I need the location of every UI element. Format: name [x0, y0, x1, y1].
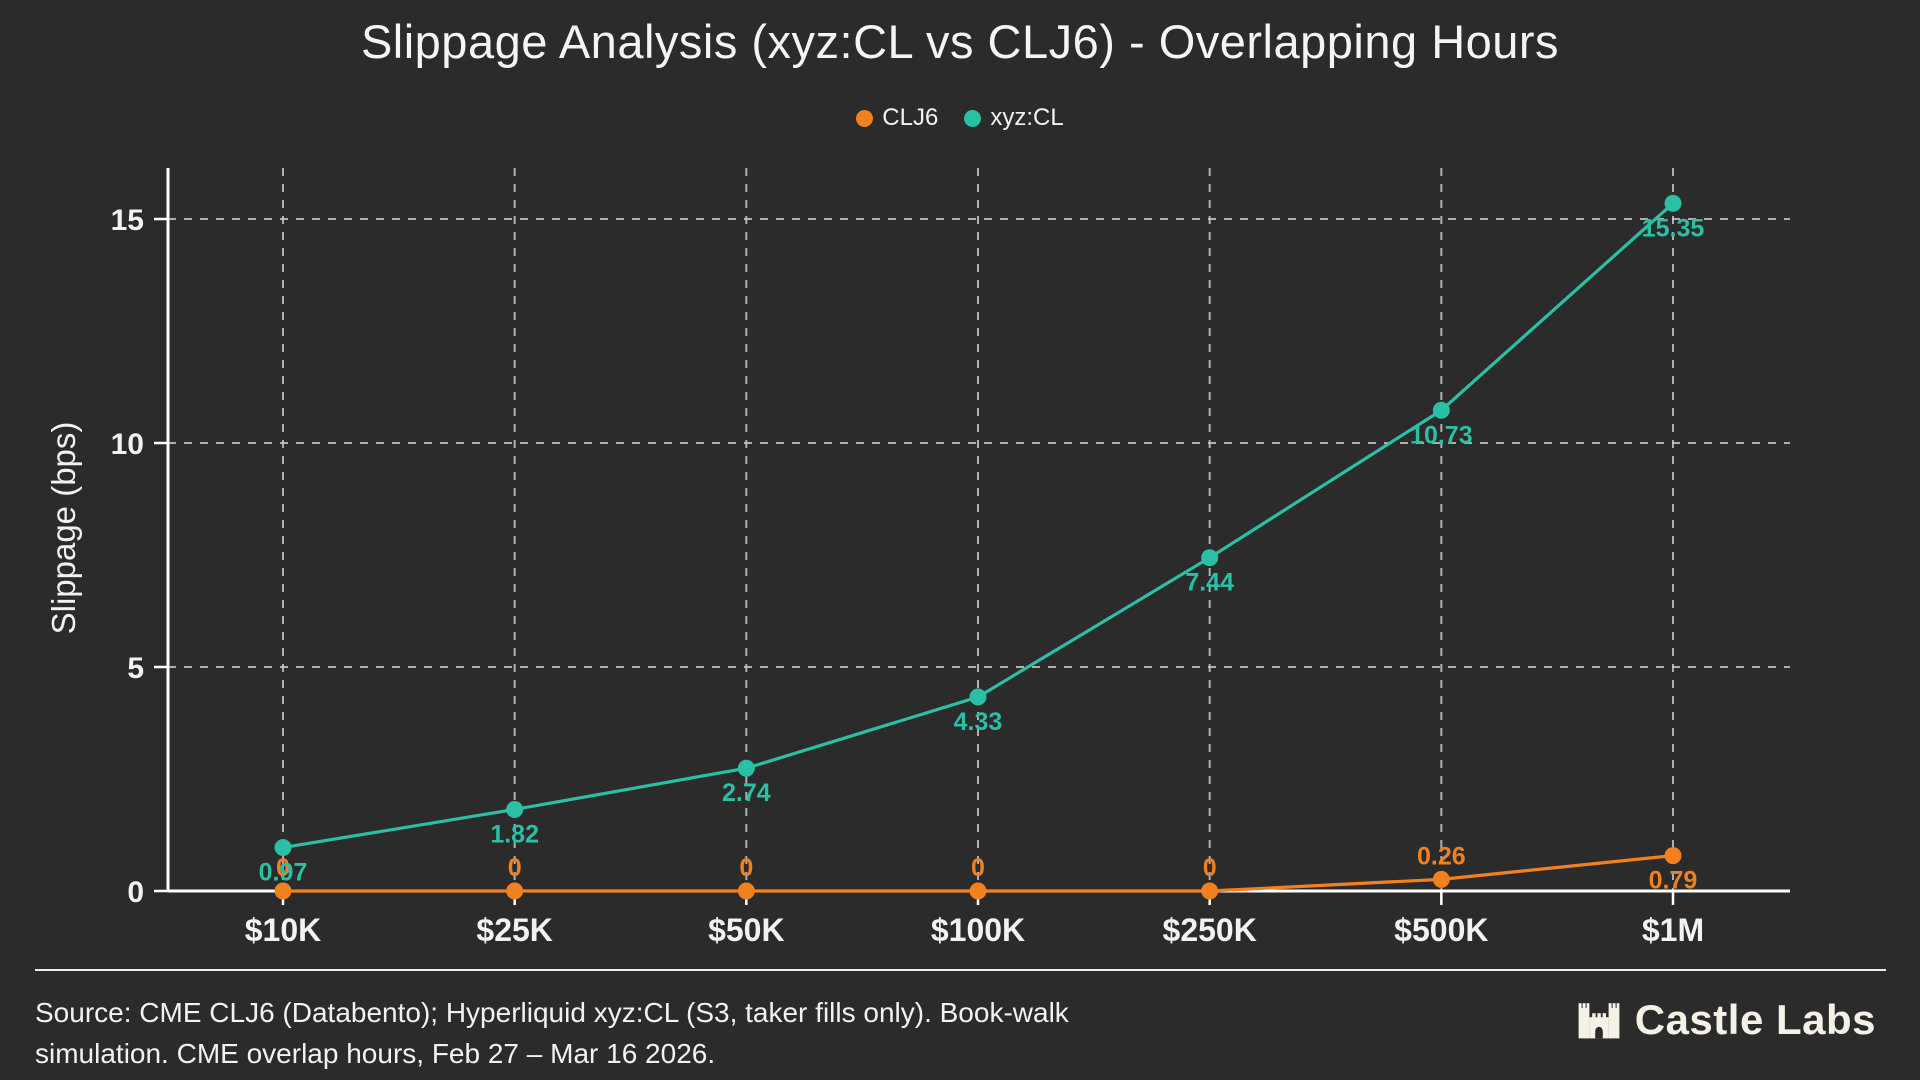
footer-divider	[35, 969, 1886, 971]
legend-item-xyzcl: xyz:CL	[964, 104, 1064, 132]
x-tick-label: $25K	[476, 912, 553, 948]
y-tick-label: 5	[127, 652, 144, 685]
chart-title: Slippage Analysis (xyz:CL vs CLJ6) - Ove…	[360, 15, 1560, 68]
legend-label-clj6: CLJ6	[882, 104, 939, 131]
castle-icon	[1578, 1003, 1620, 1039]
x-tick-label: $100K	[931, 912, 1025, 948]
brand-name: Castle Labs	[1634, 996, 1876, 1043]
data-label: 4.33	[954, 708, 1003, 736]
data-point	[506, 882, 524, 900]
x-tick-label: $50K	[708, 912, 785, 948]
data-point	[274, 839, 292, 857]
footer-source-line1: Source: CME CLJ6 (Databento); Hyperliqui…	[35, 997, 1069, 1028]
y-tick-label: 15	[111, 204, 144, 237]
footer-source-line2: simulation. CME overlap hours, Feb 27 – …	[35, 1038, 716, 1069]
data-label: 7.44	[1185, 569, 1234, 597]
data-point	[737, 759, 755, 777]
data-point	[1432, 870, 1450, 888]
brand-logo: Castle Labs	[1575, 996, 1876, 1044]
data-label: 0	[508, 854, 522, 882]
data-point	[1664, 847, 1682, 865]
y-axis-title: Slippage (bps)	[45, 421, 82, 635]
legend-dot-xyzcl-icon	[964, 109, 982, 127]
data-label: 0	[1203, 854, 1217, 882]
legend-label-xyzcl: xyz:CL	[990, 104, 1064, 131]
data-point	[1201, 549, 1219, 567]
data-point	[274, 882, 292, 900]
x-tick-label: $10K	[245, 912, 322, 948]
data-label: 0	[971, 854, 985, 882]
footer-source-note: Source: CME CLJ6 (Databento); Hyperliqui…	[35, 992, 1135, 1074]
data-point	[506, 800, 524, 818]
legend-item-clj6: CLJ6	[856, 104, 938, 132]
data-point	[1432, 401, 1450, 419]
data-label: 1.82	[490, 820, 539, 848]
data-point	[1201, 882, 1219, 900]
data-label: 0	[276, 854, 290, 882]
chart-legend: CLJ6 xyz:CL	[0, 104, 1920, 132]
data-point	[969, 882, 987, 900]
data-label: 0.79	[1649, 867, 1698, 895]
data-label: 2.74	[722, 779, 771, 807]
x-tick-label: $250K	[1163, 912, 1257, 948]
data-label: 0	[739, 854, 753, 882]
data-label: 0.97	[259, 859, 308, 887]
x-tick-label: $500K	[1394, 912, 1488, 948]
data-label: 15.35	[1642, 214, 1705, 242]
data-point	[1664, 194, 1682, 212]
data-point	[969, 688, 987, 706]
x-tick-label: $1M	[1642, 912, 1704, 948]
y-tick-label: 10	[111, 428, 144, 461]
y-tick-label: 0	[127, 876, 144, 909]
data-point	[737, 882, 755, 900]
data-label: 10.73	[1410, 421, 1473, 449]
data-label: 0.26	[1417, 842, 1466, 870]
legend-dot-clj6-icon	[856, 109, 874, 127]
